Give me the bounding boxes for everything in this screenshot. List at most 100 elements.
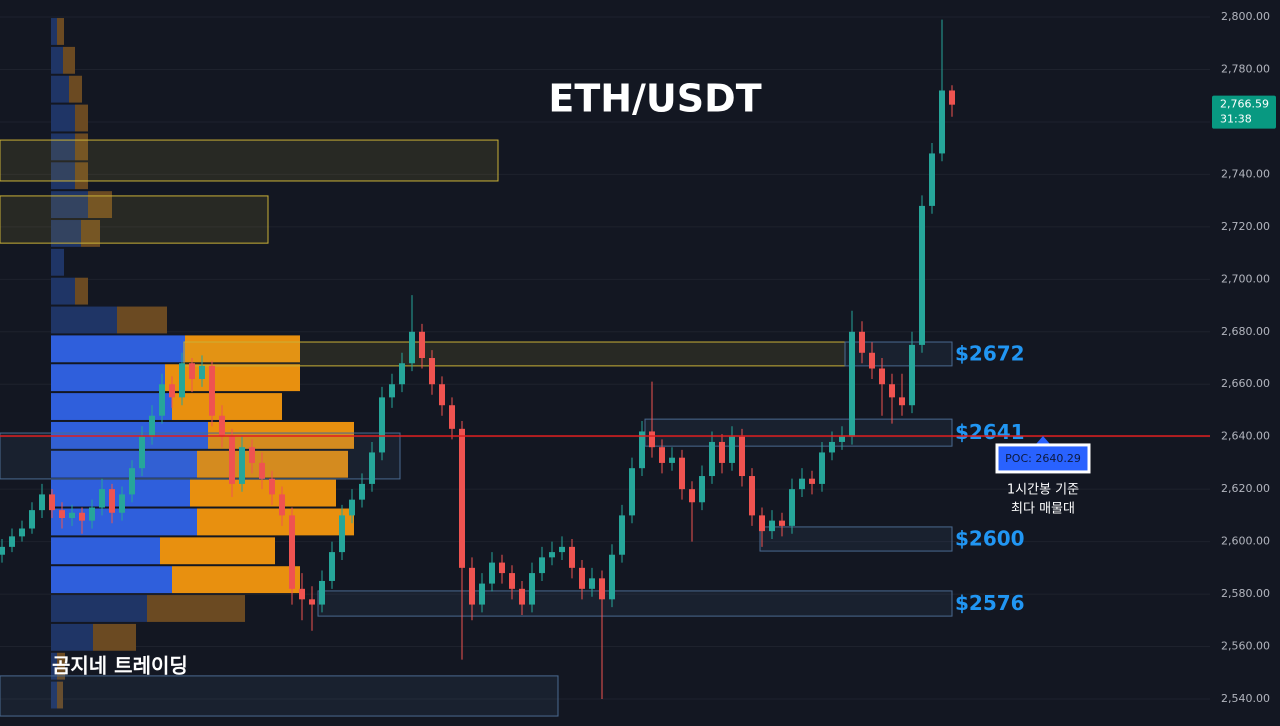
candle-body xyxy=(709,441,715,477)
profile-buy xyxy=(51,133,75,161)
candle-body xyxy=(909,344,915,406)
candle-body xyxy=(589,578,595,589)
candle-body xyxy=(899,397,905,406)
candle-body xyxy=(319,580,325,605)
candle-body xyxy=(409,331,415,364)
candle-body xyxy=(869,352,875,369)
candle-body xyxy=(49,494,55,511)
profile-sell xyxy=(117,306,167,334)
profile-sell xyxy=(57,18,64,45)
candle-body xyxy=(529,573,535,605)
candle-body xyxy=(9,536,15,547)
profile-sell xyxy=(93,623,136,651)
candle-body xyxy=(739,436,745,477)
level-label: $2600 xyxy=(955,526,1025,550)
candle-body xyxy=(839,436,845,442)
candle-body xyxy=(169,384,175,398)
y-tick-label: 2,640.00 xyxy=(1221,430,1270,443)
poc-pointer xyxy=(1036,435,1050,444)
candle-body xyxy=(419,331,425,359)
candle-body xyxy=(399,363,405,385)
candle-body xyxy=(509,573,515,589)
candle-body xyxy=(829,441,835,453)
profile-sell xyxy=(190,479,336,507)
candle-body xyxy=(439,384,445,406)
candle-body xyxy=(129,468,135,495)
candle-body xyxy=(389,384,395,398)
candle-body xyxy=(229,436,235,484)
candle-body xyxy=(929,153,935,206)
candle-body xyxy=(119,494,125,513)
candle-body xyxy=(209,365,215,416)
candle-body xyxy=(749,476,755,516)
profile-sell xyxy=(57,652,65,680)
candle-body xyxy=(189,363,195,379)
profile-buy xyxy=(51,75,69,103)
y-tick-label: 2,740.00 xyxy=(1221,167,1270,180)
profile-sell xyxy=(63,46,75,74)
candle-body xyxy=(69,512,75,519)
zone xyxy=(0,675,559,717)
candle-body xyxy=(689,489,695,503)
candle-body xyxy=(89,507,95,521)
y-tick-label: 2,660.00 xyxy=(1221,377,1270,390)
y-tick-label: 2,600.00 xyxy=(1221,535,1270,548)
candle-body xyxy=(369,452,375,484)
profile-buy xyxy=(51,623,93,651)
candle-body xyxy=(519,588,525,605)
poc-note: 1시간봉 기준 xyxy=(1007,482,1079,497)
y-tick-label: 2,620.00 xyxy=(1221,482,1270,495)
candle-body xyxy=(859,331,865,353)
candle-body xyxy=(0,546,5,555)
profile-sell xyxy=(81,220,100,247)
level-label: $2576 xyxy=(955,591,1025,615)
candle-body xyxy=(489,562,495,584)
profile-sell xyxy=(172,393,282,420)
y-tick-label: 2,680.00 xyxy=(1221,325,1270,338)
candle-body xyxy=(179,363,185,398)
candle-body xyxy=(479,583,485,605)
candle-body xyxy=(649,431,655,448)
candle-body xyxy=(629,468,635,516)
profile-buy xyxy=(51,104,75,132)
profile-buy xyxy=(51,46,63,74)
candle-body xyxy=(789,489,795,526)
candle-body xyxy=(939,90,945,154)
candle-body xyxy=(219,415,225,437)
candle-body xyxy=(879,368,885,385)
poc-label: POC: 2640.29 xyxy=(1005,452,1081,465)
profile-sell xyxy=(197,508,354,536)
candle-body xyxy=(719,441,725,463)
candle-body xyxy=(469,567,475,605)
candle-body xyxy=(659,447,665,463)
profile-sell xyxy=(147,595,245,622)
y-tick-label: 2,560.00 xyxy=(1221,640,1270,653)
candle-body xyxy=(759,515,765,532)
profile-sell xyxy=(75,162,88,190)
profile-buy xyxy=(51,566,172,594)
candle-body xyxy=(159,384,165,416)
y-tick-label: 2,780.00 xyxy=(1221,63,1270,76)
zone xyxy=(0,139,499,182)
candle-body xyxy=(429,358,435,385)
candle-body xyxy=(109,489,115,513)
candle-body xyxy=(289,515,295,589)
level-label: $2641 xyxy=(955,420,1025,444)
candle-body xyxy=(949,90,955,105)
candle-body xyxy=(769,520,775,532)
last-price-label: 2,766.59 xyxy=(1220,98,1269,111)
profile-buy xyxy=(51,364,165,392)
candle-body xyxy=(269,478,275,495)
profile-sell xyxy=(75,277,88,305)
candle-body xyxy=(579,567,585,589)
candle-body xyxy=(889,384,895,398)
zone xyxy=(0,432,401,480)
candle-body xyxy=(139,436,145,469)
candle-body xyxy=(679,457,685,490)
profile-sell xyxy=(160,537,275,565)
zone xyxy=(0,195,269,244)
candle-body xyxy=(559,546,565,553)
candle-body xyxy=(299,588,305,600)
candle-body xyxy=(39,494,45,511)
